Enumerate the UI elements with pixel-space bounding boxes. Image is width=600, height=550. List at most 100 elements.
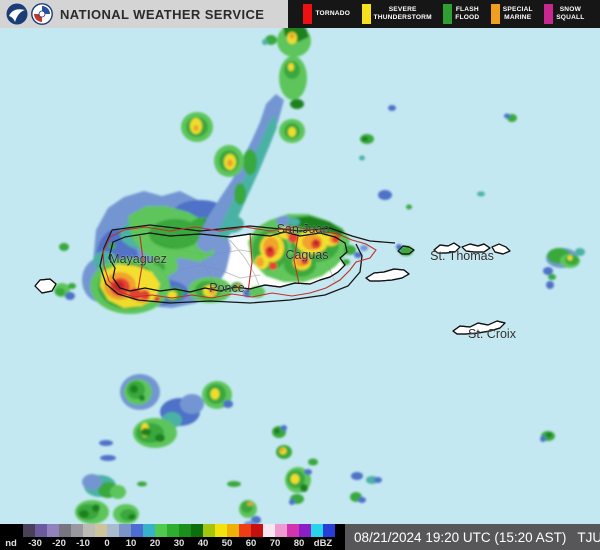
dbz-tick-label: 50 [221, 538, 233, 549]
echo [546, 432, 552, 438]
echo [301, 257, 309, 265]
city-label-mayaguez: Mayaguez [109, 252, 167, 266]
echo [546, 281, 554, 289]
city-label-ponce: Ponce [209, 281, 244, 295]
coastline-st-croix [452, 320, 506, 335]
echo [68, 283, 76, 289]
echo [280, 448, 284, 452]
dbz-tick-label: dBZ [313, 538, 333, 549]
legend-item-special-marine: SPECIAL MARINE [490, 4, 533, 24]
echo [130, 385, 138, 393]
dbz-tick-label: 0 [104, 538, 110, 549]
nws-logo-icon [31, 3, 53, 25]
radar-map[interactable]: Mayaguez San Juan Caguas Ponce St. Thomas St.… [0, 28, 600, 524]
legend-item-snow-squall: SNOW SQUALL [544, 4, 584, 24]
legend-label: SEVERE THUNDERSTORM [373, 6, 432, 21]
echo [304, 469, 312, 475]
echo [180, 394, 204, 414]
echo [276, 216, 292, 226]
dbz-color-segment [167, 524, 179, 537]
zone-boundary-red [137, 235, 144, 291]
coastline-st-john [491, 243, 511, 255]
echo [300, 484, 308, 492]
dbz-color-segment [95, 524, 107, 537]
echo [290, 474, 300, 484]
echo [362, 136, 368, 142]
echo [288, 127, 296, 137]
coastline-desecheo [34, 278, 57, 294]
echo [155, 434, 165, 442]
dbz-colorbar [0, 524, 600, 537]
dbz-color-segment [131, 524, 143, 537]
legend-item-severe-thunderstorm: SEVERE THUNDERSTORM [361, 4, 432, 24]
echo [288, 233, 298, 243]
dbz-color-segment [287, 524, 299, 537]
echo [313, 240, 319, 246]
dbz-color-segment [47, 524, 59, 537]
city-label-caguas: Caguas [285, 248, 328, 262]
zone-boundary-black [99, 229, 363, 304]
zone-boundary-black [111, 224, 396, 244]
brand-area: NATIONAL WEATHER SERVICE [0, 0, 288, 28]
dbz-tick-label: 70 [269, 538, 281, 549]
echo [388, 105, 396, 111]
zone-boundary-red [293, 235, 300, 285]
echo [540, 436, 546, 442]
echo [358, 497, 366, 503]
echo [92, 504, 100, 512]
legend-swatch [443, 4, 453, 24]
echo [567, 255, 573, 261]
dbz-color-segment [35, 524, 47, 537]
radar-map-canvas[interactable]: Mayaguez San Juan Caguas Ponce St. Thomas St.… [0, 28, 600, 524]
city-label-sanjuan: San Juan [277, 222, 330, 236]
echo [59, 243, 69, 251]
echo [227, 159, 233, 167]
echo [290, 99, 304, 109]
echo [354, 252, 362, 258]
coastline-st-thomas-west [433, 242, 461, 254]
city-label-stcroix: St. Croix [468, 327, 517, 341]
station-id: TJUA [577, 529, 600, 545]
dbz-color-segment [203, 524, 215, 537]
echo [234, 183, 246, 205]
echo [243, 149, 257, 175]
echo [477, 191, 485, 197]
legend-label: SNOW SQUALL [556, 6, 585, 21]
dbz-tick-label: -30 [28, 538, 42, 549]
echo [227, 481, 241, 487]
dbz-color-segment [263, 524, 275, 537]
echo [288, 218, 300, 226]
legend-label: FLASH FLOOD [455, 6, 480, 21]
dbz-tick-label: 20 [149, 538, 161, 549]
timestamp-bar: 08/21/2024 19:20 UTC (15:20 AST) TJUA [345, 524, 600, 550]
coastline-puerto-rico [108, 231, 348, 293]
dbz-color-segment [215, 524, 227, 537]
dbz-tick-label: nd [5, 538, 17, 549]
legend-swatch [490, 4, 500, 24]
dbz-color-segment [107, 524, 119, 537]
road-line [229, 239, 261, 289]
echo [274, 428, 280, 434]
echo [210, 388, 220, 400]
echo [223, 400, 233, 408]
dbz-color-segment [143, 524, 155, 537]
echo [167, 291, 177, 299]
echo [281, 425, 287, 431]
noaa-logo-icon [6, 3, 28, 25]
dbz-tick-label: 10 [125, 538, 137, 549]
legend-label: TORNADO [315, 10, 351, 18]
echo [217, 115, 277, 241]
echo [360, 245, 368, 251]
echo [65, 292, 75, 300]
echo [247, 502, 253, 506]
echo [79, 510, 89, 518]
dbz-color-segment [83, 524, 95, 537]
echo [288, 63, 294, 71]
echo [269, 262, 277, 270]
dbz-color-segment [59, 524, 71, 537]
echo [154, 296, 160, 302]
echo [140, 290, 150, 300]
echo [100, 455, 116, 461]
legend-swatch [544, 4, 554, 24]
